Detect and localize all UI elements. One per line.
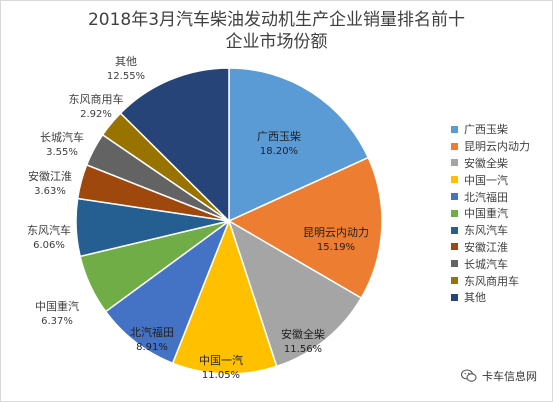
pie-slice-0 bbox=[228, 67, 370, 223]
slice-label: 其他 bbox=[115, 55, 137, 68]
legend-item: 安徽江淮 bbox=[451, 239, 530, 256]
slice-label: 长城汽车 bbox=[40, 130, 84, 144]
legend-item: 北汽福田 bbox=[451, 188, 530, 205]
slice-label: 东风汽车 bbox=[27, 223, 71, 237]
chart-subtitle: 企业市场份额 bbox=[225, 32, 328, 52]
legend-label: 广西玉柴 bbox=[464, 123, 508, 137]
legend-label: 昆明云内动力 bbox=[464, 140, 530, 154]
legend-label: 中国重汽 bbox=[464, 207, 508, 221]
legend-label: 其他 bbox=[464, 291, 486, 305]
legend-label: 东风商用车 bbox=[464, 274, 519, 288]
legend-swatch bbox=[451, 176, 458, 184]
slice-value-label: 2.92% bbox=[80, 109, 112, 120]
legend-item: 长城汽车 bbox=[451, 255, 530, 272]
slice-value-label: 6.37% bbox=[41, 316, 73, 327]
pie-slice-4 bbox=[104, 218, 231, 365]
watermark-text: 卡车信息网 bbox=[482, 370, 537, 383]
slice-label: 中国一汽 bbox=[199, 353, 243, 367]
legend-swatch bbox=[451, 243, 458, 251]
legend-item: 东风汽车 bbox=[451, 222, 530, 239]
legend-item: 安徽全柴 bbox=[451, 155, 530, 172]
slice-value-label: 11.56% bbox=[284, 344, 322, 355]
slice-label: 广西玉柴 bbox=[257, 129, 301, 143]
chart-legend: 广西玉柴昆明云内动力 安徽全柴中国一汽北汽福田中国重汽东风汽车安徽江淮长城汽车东风… bbox=[451, 121, 530, 306]
legend-swatch bbox=[451, 293, 458, 301]
legend-item: 广西玉柴 bbox=[451, 121, 530, 138]
legend-item: 其他 bbox=[451, 289, 530, 306]
legend-swatch bbox=[451, 142, 458, 150]
pie-slice-10 bbox=[119, 67, 230, 223]
legend-label: 安徽全柴 bbox=[464, 156, 508, 170]
slice-label: 中国重汽 bbox=[35, 299, 79, 313]
wechat-icon bbox=[461, 369, 477, 382]
slice-value-label: 8.91% bbox=[136, 342, 168, 353]
slice-value-label: 15.19% bbox=[317, 242, 355, 253]
slice-label: 昆明云内动力 bbox=[303, 225, 369, 239]
slice-value-label: 11.05% bbox=[202, 370, 240, 381]
pie-slice-3 bbox=[171, 218, 278, 375]
legend-swatch bbox=[451, 193, 458, 201]
watermark: 卡车信息网 bbox=[461, 368, 537, 384]
legend-item: 东风商用车 bbox=[451, 272, 530, 289]
legend-item: 中国一汽 bbox=[451, 171, 530, 188]
legend-label: 北汽福田 bbox=[464, 190, 508, 204]
slice-label: 安徽全柴 bbox=[281, 327, 325, 341]
slice-value-label: 6.06% bbox=[33, 240, 65, 251]
legend-swatch bbox=[451, 226, 458, 234]
chart-title: 2018年3月汽车柴油发动机生产企业销量排名前十 bbox=[87, 10, 466, 30]
slice-label: 东风商用车 bbox=[69, 92, 124, 106]
slice-value-label: 12.55% bbox=[107, 71, 145, 82]
legend-label: 东风汽车 bbox=[464, 224, 508, 238]
slice-value-label: 3.63% bbox=[34, 186, 66, 197]
slice-value-label: 3.55% bbox=[46, 147, 78, 158]
legend-swatch bbox=[451, 209, 458, 217]
pie-slice-2 bbox=[227, 219, 363, 368]
legend-label: 安徽江淮 bbox=[464, 240, 508, 254]
legend-swatch bbox=[451, 260, 458, 268]
slice-value-label: 18.20% bbox=[260, 146, 298, 157]
pie-slice-1 bbox=[227, 156, 383, 300]
legend-label: 中国一汽 bbox=[464, 173, 508, 187]
legend-item: 昆明云内动力 bbox=[451, 138, 530, 155]
slice-label: 北汽福田 bbox=[130, 325, 174, 339]
legend-label: 长城汽车 bbox=[464, 257, 508, 271]
legend-swatch bbox=[451, 125, 458, 133]
slice-label: 安徽江淮 bbox=[28, 169, 72, 183]
legend-item: 中国重汽 bbox=[451, 205, 530, 222]
legend-swatch bbox=[451, 277, 458, 285]
legend-swatch bbox=[451, 159, 458, 167]
